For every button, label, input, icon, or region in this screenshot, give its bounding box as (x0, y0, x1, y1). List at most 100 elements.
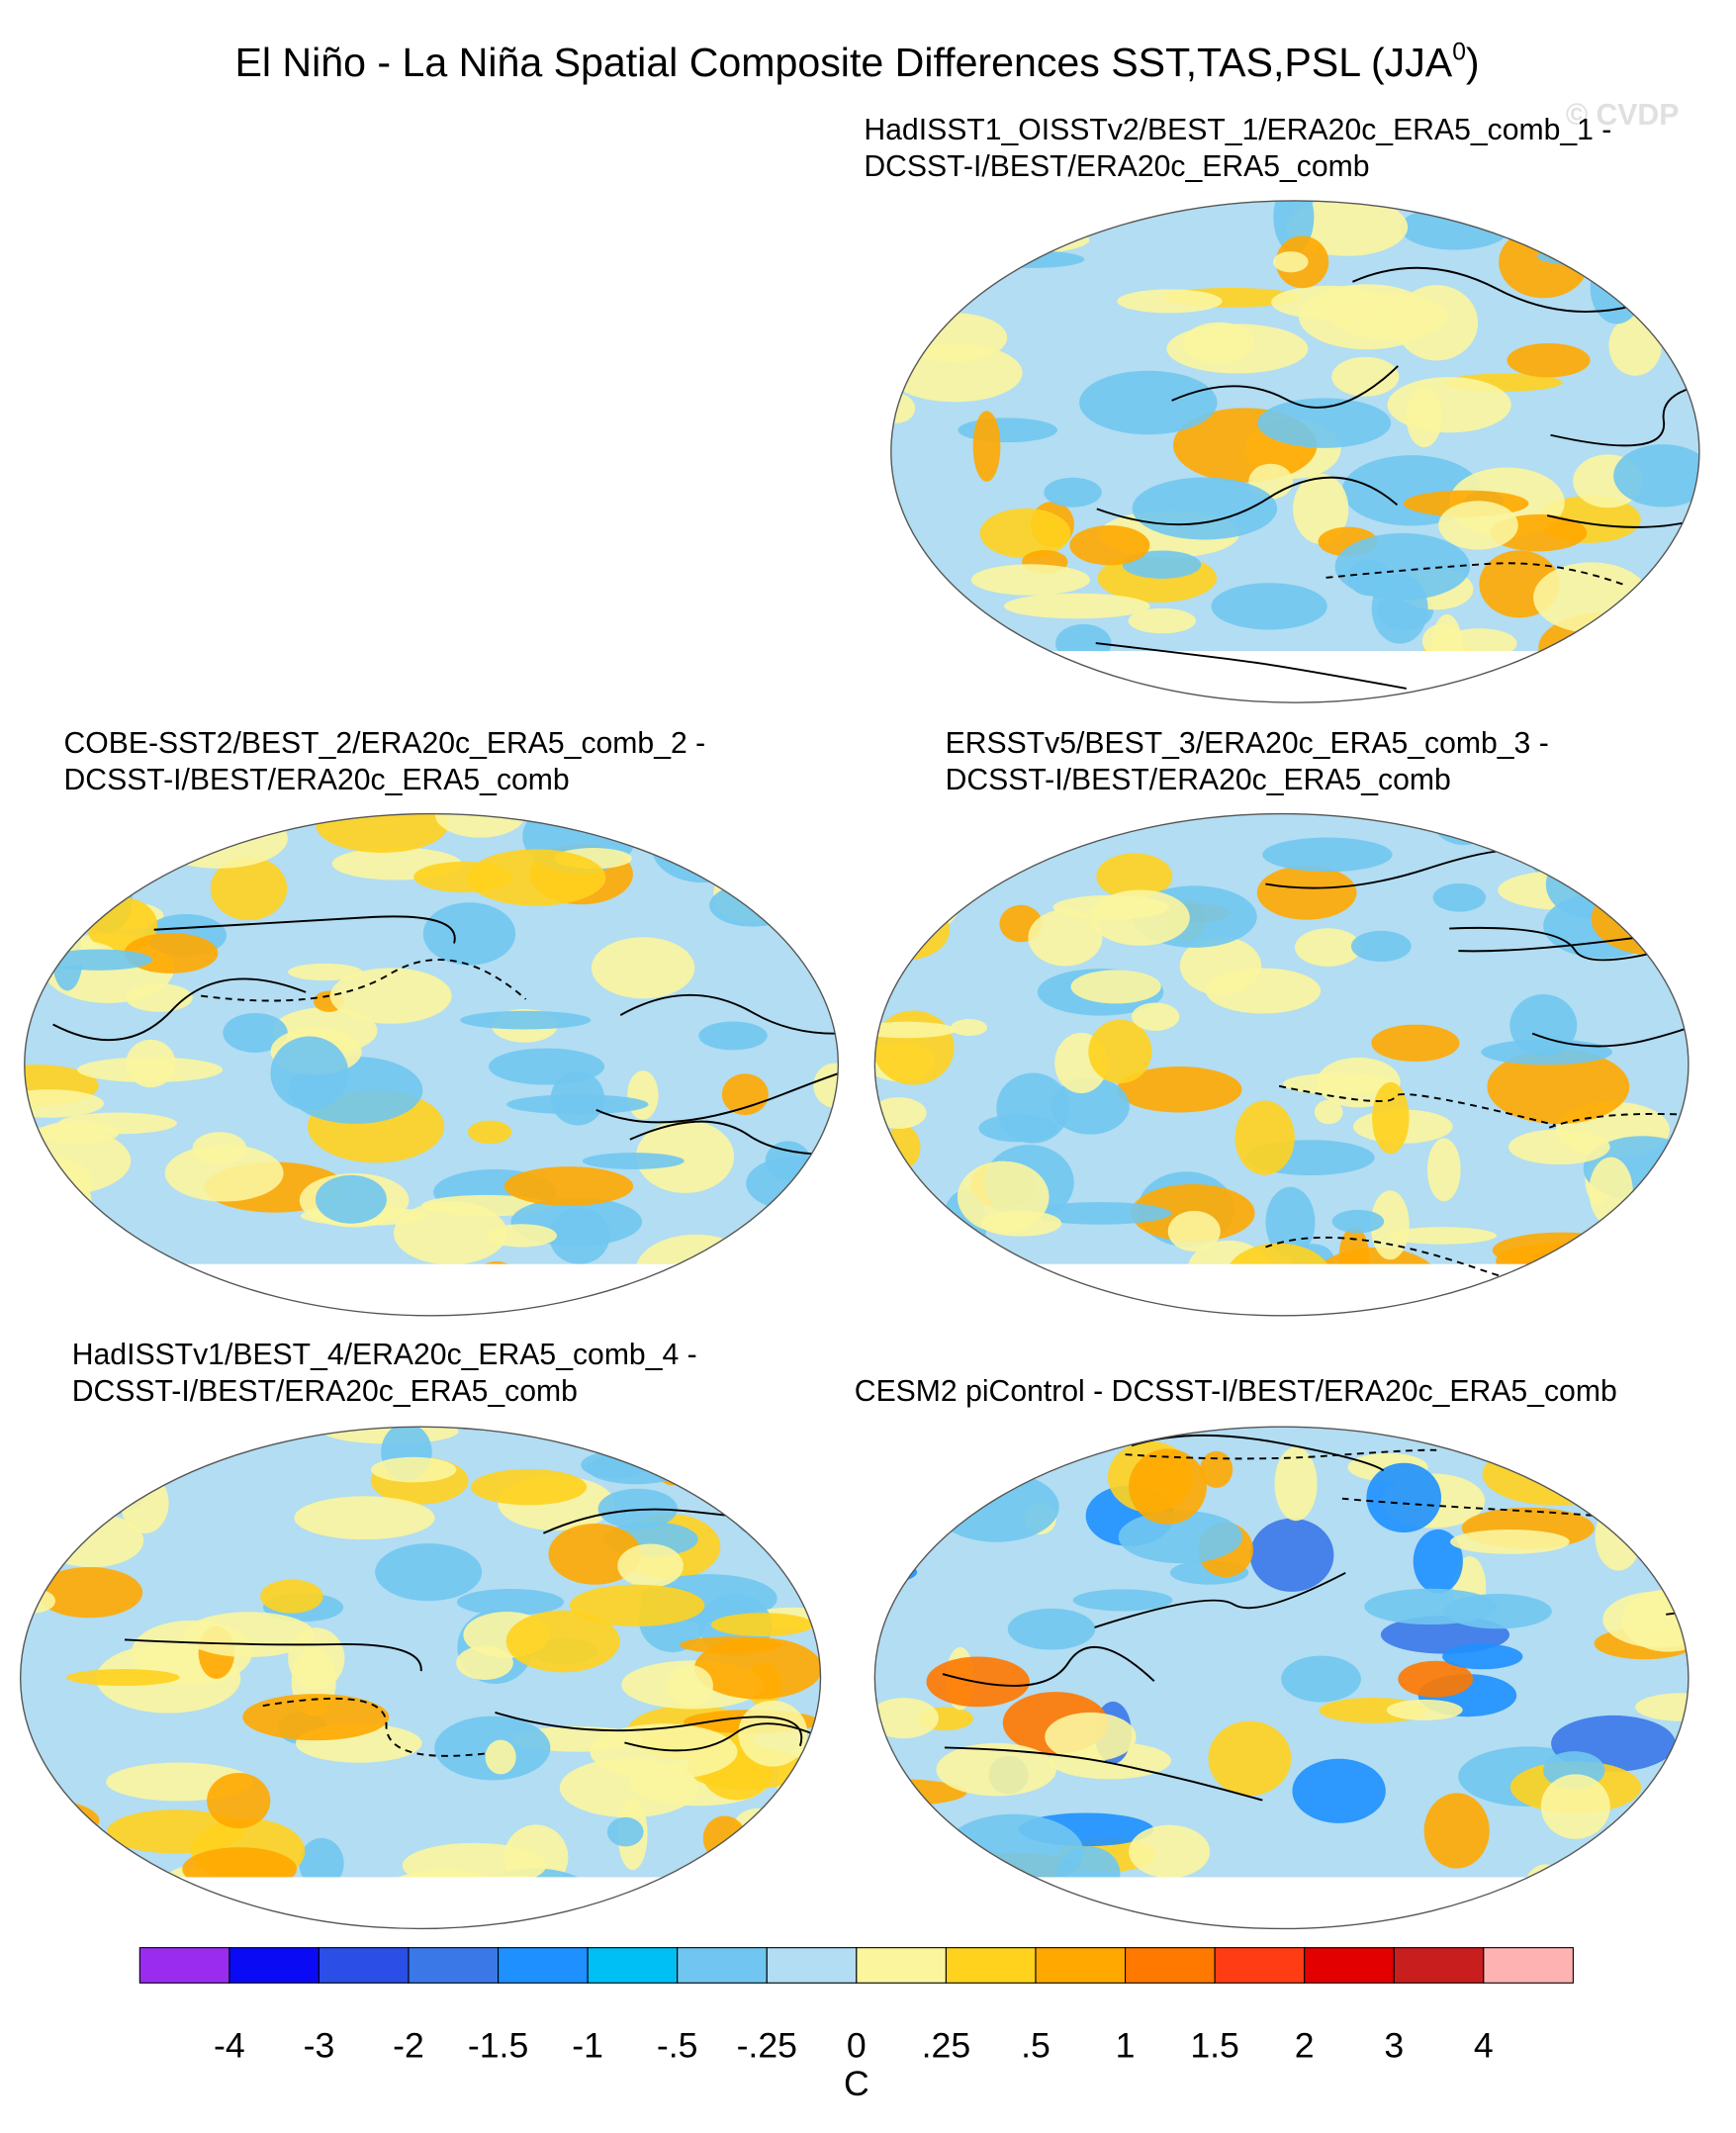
anomaly-patch (685, 1440, 726, 1477)
colorbar-label: -3 (304, 2026, 335, 2066)
anomaly-patch (882, 1903, 994, 1929)
anomaly-patch (1072, 1589, 1173, 1612)
colorbar-label: -1 (572, 2026, 603, 2066)
anomaly-patch (951, 1019, 988, 1037)
anomaly-patch (270, 1036, 349, 1111)
anomaly-patch (912, 632, 1038, 688)
antarctica (20, 1877, 821, 1929)
anomaly-patch (260, 1579, 323, 1614)
panel-title: HadISST1_OISSTv2/BEST_1/ERA20c_ERA5_comb… (864, 114, 1611, 146)
colorbar-label: 1.5 (1190, 2026, 1239, 2066)
anomaly-patch (207, 1772, 271, 1829)
anomaly-patch (569, 1584, 705, 1626)
anomaly-patch (1481, 1039, 1613, 1066)
anomaly-patch (1274, 1446, 1318, 1522)
colorbar-box (1214, 1947, 1306, 1984)
anomaly-patch (434, 813, 525, 838)
psl-contour (201, 959, 527, 1002)
anomaly-patch (1576, 620, 1687, 695)
anomaly-patch (486, 1224, 558, 1248)
anomaly-patch (693, 1637, 821, 1700)
psl-contour (1278, 1084, 1556, 1127)
anomaly-patch (503, 1166, 634, 1206)
colorbar-label: 2 (1295, 2026, 1315, 2066)
anomaly-patch (24, 1126, 132, 1196)
anomaly-patch (1563, 666, 1625, 696)
colorbar-box (228, 1947, 320, 1984)
anomaly-patch (874, 1021, 957, 1039)
title-text: El Niño - La Niña Spatial Composite Diff… (234, 40, 1452, 85)
antarctica (874, 1877, 1689, 1929)
anomaly-patch (1487, 1049, 1630, 1125)
anomaly-patch (936, 1742, 1057, 1797)
anomaly-patch (24, 1237, 99, 1307)
panel-title: ERSSTv5/BEST_3/ERA20c_ERA5_comb_3 - (946, 727, 1549, 760)
antarctica (24, 1263, 839, 1316)
anomaly-patch (1331, 1209, 1385, 1234)
anomaly-patch (1183, 322, 1255, 364)
anomaly-patch (1597, 844, 1689, 884)
anomaly-patch (941, 225, 1090, 255)
anomaly-patch (148, 813, 288, 869)
anomaly-patch (874, 1268, 942, 1316)
anomaly-patch (1536, 245, 1665, 267)
anomaly-patch (468, 1120, 512, 1145)
map (874, 813, 1689, 1316)
colorbar-box (1304, 1947, 1395, 1984)
anomaly-patch (606, 1816, 644, 1847)
psl-contour (1458, 928, 1689, 953)
anomaly-patch (958, 417, 1057, 443)
anomaly-patch (1069, 525, 1150, 566)
anomaly-patch (1257, 398, 1392, 448)
anomaly-patch (126, 983, 193, 1012)
title-close: ) (1466, 40, 1480, 85)
panel-title: HadISSTv1/BEST_4/ERA20c_ERA5_comb_4 - (72, 1339, 697, 1371)
psl-contour (153, 915, 456, 944)
anomaly-patch (223, 1012, 288, 1053)
anomaly-patch (749, 1252, 839, 1303)
map-outline (890, 200, 1700, 703)
colorbar-box (677, 1947, 768, 1984)
anomaly-patch (1128, 607, 1197, 634)
psl-contour (1352, 266, 1651, 313)
anomaly-patch (890, 393, 916, 423)
anomaly-patch (1432, 882, 1487, 912)
anomaly-patch (1386, 1699, 1463, 1720)
anomaly-patch (1508, 1129, 1610, 1165)
anomaly-patch (1388, 1227, 1498, 1245)
colorbar-label: -4 (214, 2026, 245, 2066)
anomaly-patch (662, 1884, 739, 1907)
anomaly-patch (1211, 583, 1327, 630)
anomaly-patch (1595, 1244, 1689, 1291)
anomaly-patch (957, 1160, 1050, 1234)
anomaly-patch (597, 1488, 678, 1530)
anomaly-patch (710, 1613, 814, 1637)
anomaly-patch (1281, 1655, 1361, 1703)
map-panel: ERSSTv5/BEST_3/ERA20c_ERA5_comb_3 - DCSST… (873, 727, 1690, 1317)
anomaly-patch (329, 968, 452, 1024)
anomaly-patch (505, 1610, 620, 1673)
anomaly-patch (1117, 289, 1223, 314)
anomaly-patch (126, 1039, 176, 1088)
anomaly-patch (1070, 970, 1161, 1004)
anomaly-patch (769, 827, 810, 887)
anomaly-patch (24, 896, 82, 953)
anomaly-patch (1413, 1529, 1463, 1594)
figure-title: El Niño - La Niña Spatial Composite Diff… (234, 39, 1479, 84)
panel-title: DCSST-I/BEST/ERA20c_ERA5_comb (72, 1375, 578, 1408)
anomaly-patch (1131, 1002, 1180, 1031)
map-panel: HadISST1_OISSTv2/BEST_1/ERA20c_ERA5_comb… (864, 114, 1700, 703)
anomaly-patch (1088, 1019, 1152, 1084)
anomaly-patch (413, 861, 512, 892)
colorbar-box (1125, 1947, 1216, 1984)
colorbar-box (408, 1947, 500, 1984)
anomaly-patch (242, 1694, 390, 1741)
antarctica (890, 651, 1699, 703)
anomaly-patch (1331, 356, 1400, 397)
colorbar-box (587, 1947, 679, 1984)
anomaly-patch (1351, 930, 1412, 963)
anomaly-patch (1292, 1758, 1386, 1823)
anomaly-patch (1421, 623, 1464, 659)
psl-contour (1546, 475, 1699, 528)
anomaly-patch (621, 1902, 708, 1929)
